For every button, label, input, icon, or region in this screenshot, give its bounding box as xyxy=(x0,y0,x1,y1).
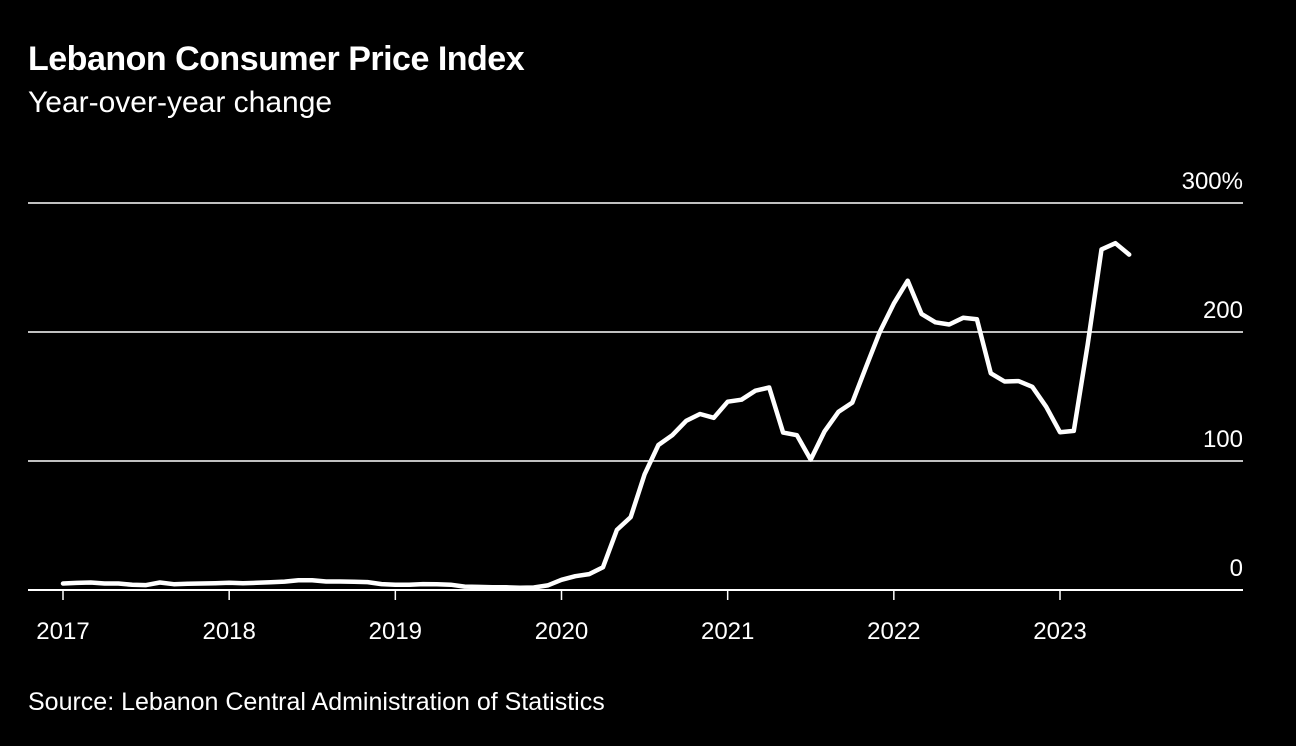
data-point xyxy=(629,515,633,519)
data-point xyxy=(532,586,536,590)
data-point xyxy=(241,581,245,585)
data-point xyxy=(726,400,730,404)
data-point xyxy=(601,565,605,569)
data-point xyxy=(809,458,813,462)
series-group xyxy=(60,240,1132,590)
data-point xyxy=(449,583,453,587)
data-point xyxy=(989,371,993,375)
chart-subtitle: Year-over-year change xyxy=(28,86,333,119)
data-point xyxy=(767,386,771,390)
data-point xyxy=(283,580,287,584)
data-point xyxy=(338,580,342,584)
data-point xyxy=(560,578,564,582)
data-point xyxy=(186,582,190,586)
data-point xyxy=(656,443,660,447)
data-point xyxy=(920,312,924,316)
data-point xyxy=(906,279,910,283)
data-point xyxy=(61,582,65,586)
data-point xyxy=(255,581,259,585)
x-tick-label: 2017 xyxy=(36,618,89,645)
data-point xyxy=(324,580,328,584)
x-tick-label: 2020 xyxy=(535,618,588,645)
data-point xyxy=(587,572,591,576)
data-point xyxy=(933,320,937,324)
gridlines xyxy=(28,202,1243,462)
data-point xyxy=(476,585,480,589)
data-point xyxy=(380,582,384,586)
data-point xyxy=(670,433,674,437)
data-point xyxy=(103,582,107,586)
data-point xyxy=(407,583,411,587)
data-point xyxy=(89,581,93,585)
data-point xyxy=(352,580,356,584)
data-point xyxy=(1086,342,1090,346)
y-tick-label: 200 xyxy=(1203,297,1243,324)
data-point xyxy=(1127,253,1131,257)
data-point xyxy=(823,429,827,433)
data-point xyxy=(546,583,550,587)
data-point xyxy=(753,389,757,393)
series-line-cpi-yoy xyxy=(60,240,1132,590)
data-point xyxy=(158,581,162,585)
data-point xyxy=(947,323,951,327)
data-point xyxy=(1100,247,1104,251)
x-tick-label: 2018 xyxy=(202,618,255,645)
data-point xyxy=(366,580,370,584)
data-point xyxy=(643,472,647,476)
data-point xyxy=(781,431,785,435)
data-point xyxy=(130,583,134,587)
x-axis: 2017 2018 2019 2020 2021 2022 2023 xyxy=(28,589,1243,645)
data-point xyxy=(144,583,148,587)
data-point xyxy=(1072,429,1076,433)
data-point xyxy=(393,583,397,587)
data-point xyxy=(795,433,799,437)
data-point xyxy=(435,582,439,586)
data-point xyxy=(75,581,79,585)
data-point xyxy=(172,582,176,586)
data-point xyxy=(116,582,120,586)
data-point xyxy=(421,582,425,586)
x-tick-label: 2021 xyxy=(701,618,754,645)
data-point xyxy=(878,330,882,334)
data-point xyxy=(836,410,840,414)
x-tick-label: 2022 xyxy=(867,618,920,645)
x-tick-label: 2019 xyxy=(369,618,422,645)
data-point xyxy=(227,581,231,585)
data-point xyxy=(213,581,217,585)
data-point xyxy=(975,317,979,321)
y-axis-labels: 0 100 200 300% xyxy=(1182,168,1243,582)
y-tick-label: 100 xyxy=(1203,426,1243,453)
chart-title: Lebanon Consumer Price Index xyxy=(28,40,525,78)
data-point xyxy=(961,316,965,320)
source-note: Source: Lebanon Central Administration o… xyxy=(28,688,605,716)
data-point xyxy=(1017,379,1021,383)
data-point xyxy=(504,585,508,589)
y-tick-label: 300% xyxy=(1182,168,1243,195)
data-point xyxy=(698,412,702,416)
data-point xyxy=(310,578,314,582)
data-point xyxy=(615,528,619,532)
data-point xyxy=(463,585,467,589)
data-point xyxy=(573,574,577,578)
data-point xyxy=(1113,241,1117,245)
y-tick-label: 0 xyxy=(1230,555,1243,582)
data-point xyxy=(490,585,494,589)
data-point xyxy=(1044,405,1048,409)
data-point xyxy=(269,580,273,584)
data-point xyxy=(712,416,716,420)
data-point xyxy=(684,419,688,423)
data-point xyxy=(200,582,204,586)
data-point xyxy=(518,586,522,590)
data-point xyxy=(740,398,744,402)
data-point xyxy=(850,401,854,405)
data-point xyxy=(1030,385,1034,389)
x-tick-label: 2023 xyxy=(1033,618,1086,645)
data-point xyxy=(892,302,896,306)
data-point xyxy=(864,365,868,369)
data-point xyxy=(1003,380,1007,384)
data-point xyxy=(296,578,300,582)
data-point xyxy=(1058,430,1062,434)
